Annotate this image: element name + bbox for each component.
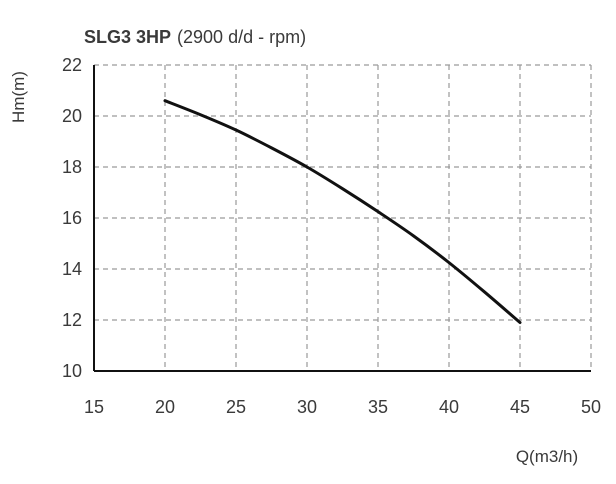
y-tick-label-10: 10 [62, 361, 82, 381]
x-tick-label-15: 15 [84, 397, 104, 417]
y-tick-label-14: 14 [62, 259, 82, 279]
x-tick-label-45: 45 [510, 397, 530, 417]
y-axis-label: Hm(m) [9, 71, 28, 123]
y-tick-label-20: 20 [62, 106, 82, 126]
y-tick-label-16: 16 [62, 208, 82, 228]
x-tick-label-20: 20 [155, 397, 175, 417]
pump-curve-line-0 [163, 99, 522, 325]
y-tick-label-18: 18 [62, 157, 82, 177]
x-axis-label: Q(m3/h) [516, 447, 578, 466]
chart-title-model: SLG3 3HP [84, 27, 171, 47]
y-tick-label-22: 22 [62, 55, 82, 75]
x-tick-label-25: 25 [226, 397, 246, 417]
y-tick-label-12: 12 [62, 310, 82, 330]
x-tick-label-50: 50 [581, 397, 601, 417]
series-layer [163, 99, 522, 325]
chart-title-speed: (2900 d/d - rpm) [177, 27, 306, 47]
x-tick-label-40: 40 [439, 397, 459, 417]
x-tick-label-35: 35 [368, 397, 388, 417]
tick-labels: 15 20 25 30 35 40 45 50 10 12 14 16 18 20 22 [62, 55, 601, 417]
grid [94, 65, 591, 371]
axes [93, 64, 592, 372]
x-tick-label-30: 30 [297, 397, 317, 417]
chart-title: SLG3 3HP (2900 d/d - rpm) [84, 27, 306, 47]
